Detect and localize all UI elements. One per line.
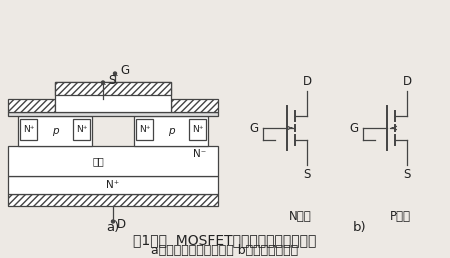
Bar	[55, 82, 171, 112]
Bar	[8, 176, 218, 194]
Text: 图1功率  MOSFET的结构和电气图形符号: 图1功率 MOSFET的结构和电气图形符号	[133, 233, 317, 247]
Text: D: D	[117, 219, 126, 231]
Text: G: G	[350, 122, 359, 134]
Text: S: S	[303, 168, 310, 181]
Bar	[18, 116, 92, 146]
Text: N⁺: N⁺	[192, 125, 203, 134]
Circle shape	[102, 81, 104, 84]
Text: N⁺: N⁺	[106, 180, 120, 190]
Text: N⁺: N⁺	[76, 125, 87, 134]
Bar	[55, 82, 171, 95]
Text: S: S	[403, 168, 411, 181]
Bar	[134, 116, 208, 146]
Bar	[8, 146, 218, 176]
Text: b): b)	[353, 222, 367, 235]
Text: 沟道: 沟道	[92, 156, 104, 166]
Bar	[8, 112, 218, 116]
Bar	[73, 119, 90, 140]
Text: N沟道: N沟道	[288, 209, 311, 222]
Text: N⁺: N⁺	[139, 125, 150, 134]
Bar	[20, 119, 37, 140]
Bar	[171, 99, 218, 112]
Circle shape	[112, 220, 114, 223]
Bar	[8, 194, 218, 206]
Text: G: G	[250, 122, 259, 134]
Bar	[189, 119, 206, 140]
Text: S: S	[108, 74, 115, 86]
Text: D: D	[402, 75, 412, 88]
Text: D: D	[302, 75, 311, 88]
Text: G: G	[120, 64, 129, 77]
Text: a): a)	[106, 222, 120, 235]
Bar	[8, 99, 55, 112]
Circle shape	[113, 72, 117, 75]
Text: a）内部结构断面示意图 b）电气图形符号: a）内部结构断面示意图 b）电气图形符号	[152, 245, 298, 257]
Text: p: p	[52, 126, 58, 136]
Text: N⁻: N⁻	[194, 149, 207, 159]
Text: P沟道: P沟道	[390, 209, 410, 222]
Text: N⁺: N⁺	[23, 125, 34, 134]
Bar	[136, 119, 153, 140]
Text: p: p	[168, 126, 174, 136]
